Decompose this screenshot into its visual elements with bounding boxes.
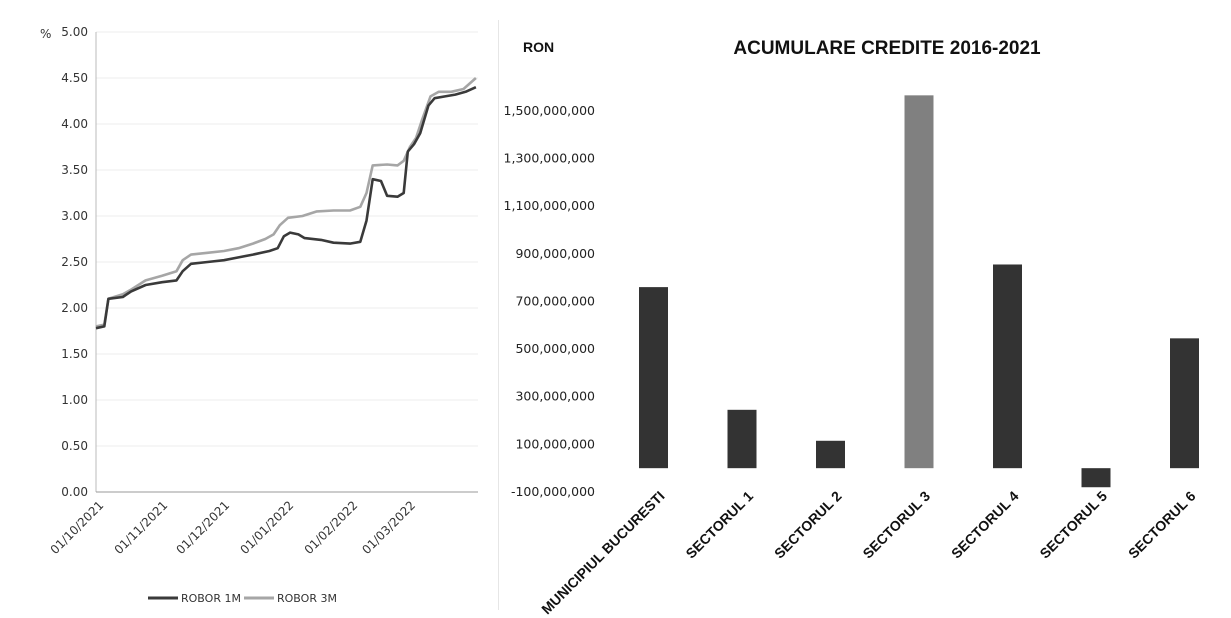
bar-sectorul-2 xyxy=(816,440,845,469)
y-tick-label: 1.00 xyxy=(61,393,88,407)
category-label: SECTORUL 3 xyxy=(859,488,933,562)
y-tick-label: 0.50 xyxy=(61,439,88,453)
y-tick-label: 1.50 xyxy=(61,347,88,361)
x-tick-label: 01/01/2022 xyxy=(238,498,297,557)
x-tick-label: 01/11/2021 xyxy=(112,498,171,557)
y-tick-label: 100,000,000 xyxy=(515,436,595,451)
y-tick-label: 2.00 xyxy=(61,301,88,315)
bar-sectorul-4 xyxy=(993,264,1022,469)
y-tick-label: 4.50 xyxy=(61,71,88,85)
x-tick-label: 01/10/2021 xyxy=(48,498,107,557)
y-tick-label: 2.50 xyxy=(61,255,88,269)
y-tick-label: 900,000,000 xyxy=(515,246,595,261)
y-tick-label: 700,000,000 xyxy=(515,293,595,308)
legend-label: ROBOR 3M xyxy=(277,592,337,605)
y-tick-label: 5.00 xyxy=(61,25,88,39)
y-tick-label: 0.00 xyxy=(61,485,88,499)
y-tick-label: 300,000,000 xyxy=(515,389,595,404)
y-tick-label: 1,300,000,000 xyxy=(504,150,595,165)
x-tick-label: 01/12/2021 xyxy=(174,498,233,557)
legend-label: ROBOR 1M xyxy=(181,592,241,605)
category-label: MUNICIPIUL BUCURESTI xyxy=(538,488,667,617)
bar-sectorul-3 xyxy=(904,95,934,469)
category-label: SECTORUL 6 xyxy=(1125,488,1199,562)
y-tick-label: 3.00 xyxy=(61,209,88,223)
x-tick-label: 01/02/2022 xyxy=(302,498,361,557)
category-label: SECTORUL 5 xyxy=(1036,488,1110,562)
category-label: SECTORUL 4 xyxy=(948,488,1022,562)
y-tick-label: 3.50 xyxy=(61,163,88,177)
series-line-robor-3m xyxy=(95,77,477,328)
chart-title: ACUMULARE CREDITE 2016-2021 xyxy=(733,38,1041,59)
bar-sectorul-1 xyxy=(727,409,757,469)
bar-sectorul-5 xyxy=(1081,468,1111,488)
chart-separator xyxy=(498,20,499,610)
y-tick-label: 1,100,000,000 xyxy=(504,198,595,213)
bar-sectorul-6 xyxy=(1170,338,1199,469)
x-tick-label: 01/03/2022 xyxy=(359,498,418,557)
y-tick-label: -100,000,000 xyxy=(511,484,595,499)
robor-line-chart: % 0.00 0.50 1.00 1.50 2.00 2.50 3.00 3.50 4.00 4.… xyxy=(40,25,478,605)
y-tick-label: 500,000,000 xyxy=(515,341,595,356)
credits-bar-chart: RON ACUMULARE CREDITE 2016-2021 -100,000… xyxy=(504,38,1199,617)
y-unit-label: % xyxy=(40,27,51,41)
y-unit-label: RON xyxy=(523,39,554,55)
category-label: SECTORUL 2 xyxy=(771,488,845,562)
y-tick-label: 1,500,000,000 xyxy=(504,103,595,118)
category-label: SECTORUL 1 xyxy=(682,488,756,562)
y-tick-label: 4.00 xyxy=(61,117,88,131)
bar-municipiul-bucuresti xyxy=(639,287,668,469)
series-line-robor-1m xyxy=(95,86,477,330)
